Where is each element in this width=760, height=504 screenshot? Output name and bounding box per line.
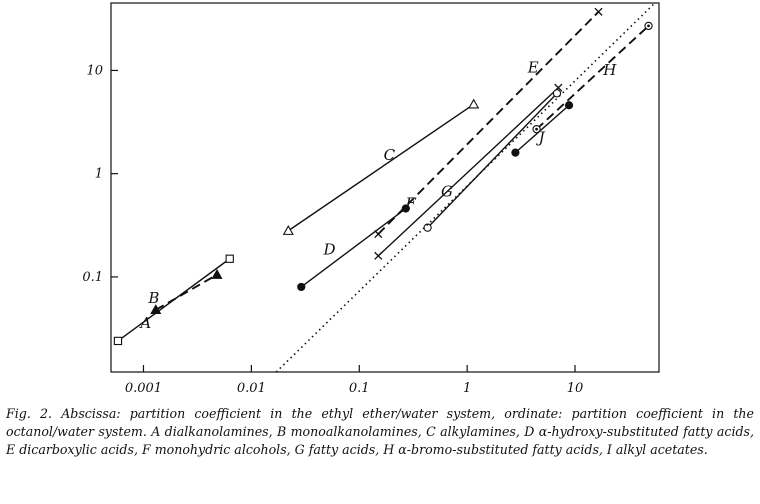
series-line-c (287, 103, 475, 232)
data-point (511, 148, 520, 157)
series-label-h: H (602, 61, 617, 79)
series-b (150, 269, 223, 314)
series-label-g: G (441, 183, 453, 201)
series-label-d: D (322, 240, 335, 258)
x-tick-label: 0.001 (125, 381, 162, 396)
series-group (113, 2, 656, 373)
series-line-reference (275, 2, 656, 373)
data-point (423, 223, 432, 232)
series-label-f: F (405, 195, 417, 213)
caption-text: Abscissa: partition coefficient in the e… (6, 406, 754, 457)
series-g (423, 89, 562, 232)
x-tick-label: 0.01 (237, 381, 266, 396)
data-point (564, 101, 574, 110)
series-line-h (535, 25, 650, 130)
data-point-dot (535, 127, 538, 131)
series-c (282, 98, 480, 235)
data-point (468, 98, 480, 109)
plot-frame (110, 2, 660, 373)
series-line-j (514, 104, 570, 154)
series-d (297, 204, 410, 292)
series-e (374, 7, 603, 239)
chart: 0.001 0.01 0.1 1 10 0.1 1 10 AB C D E F G H J (82, 2, 660, 396)
y-tick-label: 0.1 (82, 270, 103, 285)
series-line-b (155, 273, 218, 311)
data-point (532, 124, 541, 134)
series-label-j: J (536, 129, 546, 147)
y-tick-label: 1 (95, 167, 103, 182)
y-tick-label: 10 (86, 63, 103, 78)
data-point (644, 21, 653, 31)
data-point (374, 230, 383, 239)
data-point (374, 251, 383, 260)
x-tick-label: 10 (567, 381, 584, 396)
series-h (532, 21, 653, 134)
series-j (511, 101, 574, 157)
figure-caption: Fig. 2. Abscissa: partition coefficient … (6, 405, 754, 459)
x-tick-label: 1 (463, 381, 471, 396)
data-point-dot (647, 24, 650, 28)
data-point (282, 225, 294, 235)
series-reference (275, 2, 656, 373)
data-point (594, 7, 603, 16)
series-label-b: B (147, 289, 159, 307)
caption-title: Fig. 2. (6, 406, 53, 421)
data-point (113, 336, 123, 346)
series-line-e (377, 11, 600, 235)
data-point (225, 254, 234, 263)
series-line-d (300, 207, 407, 288)
series-label-group: AB C D E F G H J (138, 59, 617, 332)
series-label-e: E (527, 59, 539, 77)
series-label-c: C (384, 146, 396, 164)
series-line-f (377, 87, 559, 257)
data-point (150, 304, 162, 314)
data-point (297, 282, 306, 292)
x-tick-label: 0.1 (349, 381, 370, 396)
series-line-g (427, 92, 558, 229)
series-label-a: A (138, 314, 151, 332)
series-f (374, 83, 563, 260)
data-point (401, 204, 410, 213)
data-point (211, 269, 223, 279)
tick-group: 0.001 0.01 0.1 1 10 0.1 1 10 (82, 63, 583, 396)
data-point (552, 89, 562, 98)
